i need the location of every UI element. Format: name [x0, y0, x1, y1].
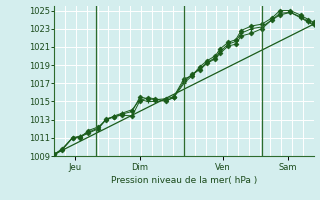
X-axis label: Pression niveau de la mer( hPa ): Pression niveau de la mer( hPa ) [111, 176, 257, 185]
